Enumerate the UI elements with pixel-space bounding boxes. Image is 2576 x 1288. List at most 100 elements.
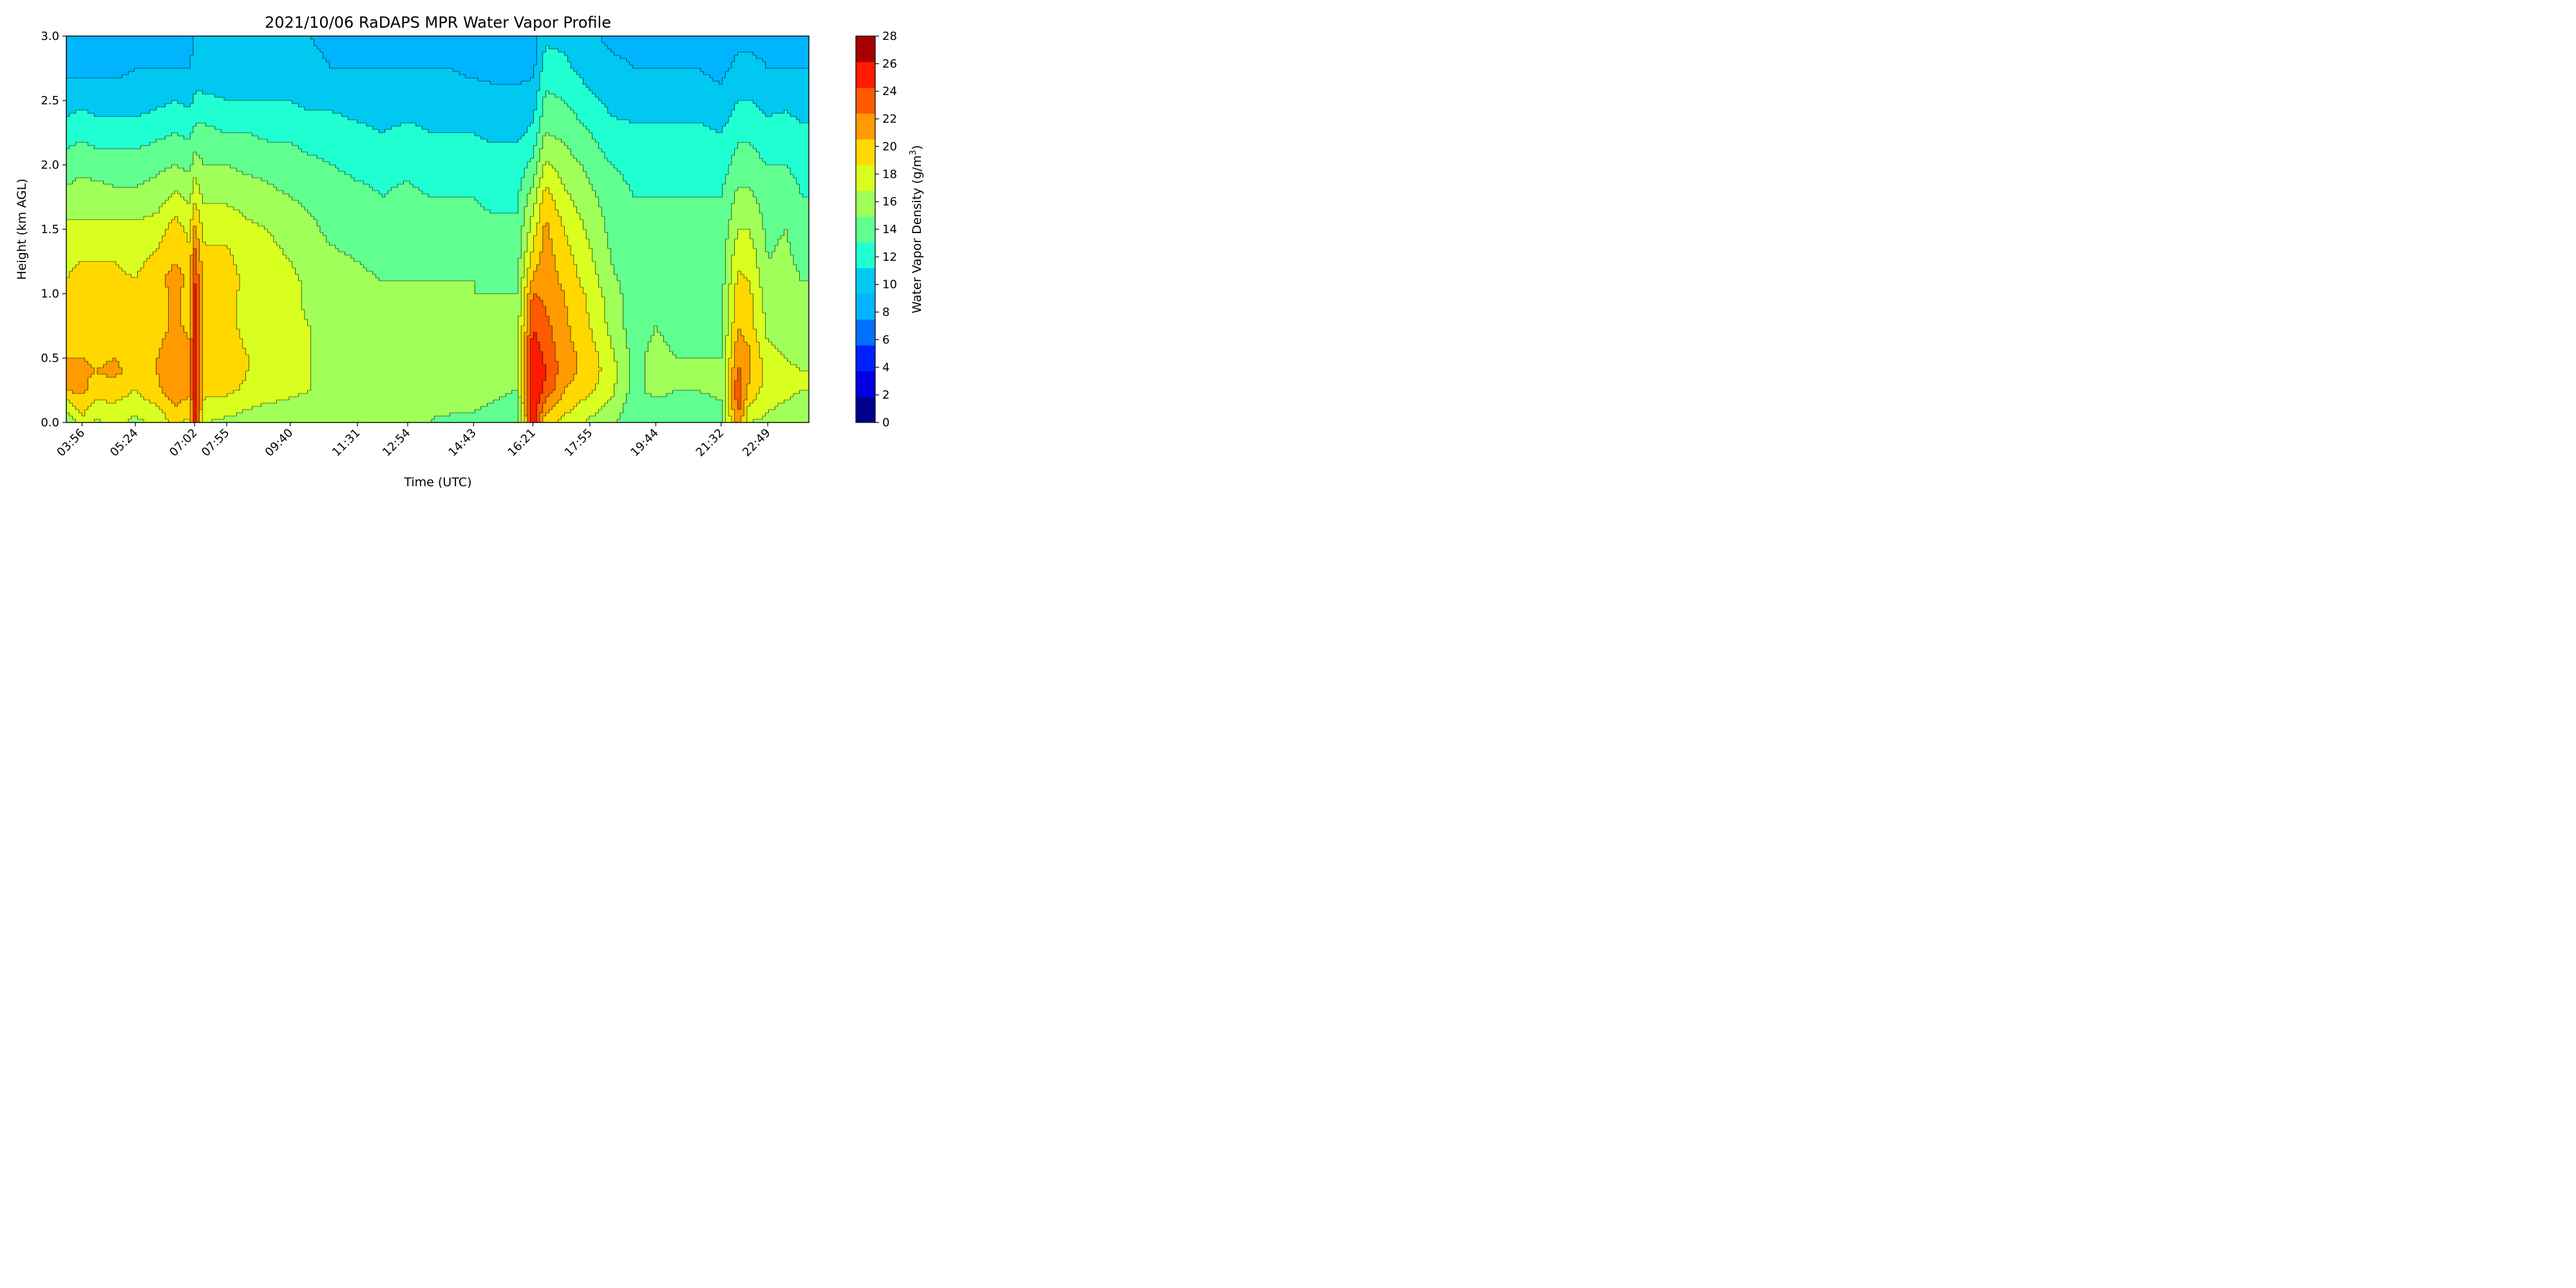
contour-cell (667, 91, 670, 95)
contour-cell (255, 65, 259, 69)
contour-cell (187, 71, 191, 75)
contour-cell (391, 43, 395, 46)
contour-cell (450, 88, 454, 91)
contour-cell (165, 59, 169, 62)
contour-cell (190, 59, 194, 62)
contour-cell (196, 81, 200, 85)
contour-cell (319, 84, 324, 88)
contour-cell (484, 84, 488, 88)
contour-cell (598, 81, 602, 85)
contour-cell (586, 97, 590, 101)
contour-cell (348, 62, 352, 66)
contour-cell (292, 39, 296, 43)
contour-cell (540, 94, 544, 98)
contour-cell (790, 65, 794, 69)
contour-cell (781, 94, 785, 98)
contour-cell (499, 91, 503, 95)
contour-cell (806, 36, 809, 40)
contour-cell (484, 100, 488, 104)
contour-cell (79, 68, 82, 72)
contour-cell (350, 91, 355, 95)
contour-cell (134, 52, 138, 56)
contour-cell (295, 52, 299, 56)
contour-cell (731, 81, 735, 85)
contour-cell (762, 46, 766, 50)
contour-cell (499, 43, 503, 46)
contour-cell (140, 52, 144, 56)
contour-cell (515, 52, 518, 56)
contour-cell (431, 94, 435, 98)
contour-cell (79, 100, 82, 104)
contour-cell (258, 43, 262, 46)
contour-cell (255, 43, 259, 46)
contour-cell (332, 97, 336, 101)
contour-cell (549, 43, 553, 46)
contour-cell (236, 55, 240, 59)
contour-cell (329, 94, 333, 98)
contour-cell (304, 52, 308, 56)
contour-cell (672, 36, 677, 40)
contour-cell (592, 46, 596, 50)
contour-cell (338, 59, 343, 62)
contour-cell (477, 88, 482, 91)
contour-cell (196, 43, 200, 46)
contour-cell (450, 62, 454, 66)
contour-cell (768, 52, 772, 56)
contour-cell (252, 100, 256, 104)
contour-cell (354, 43, 358, 46)
contour-cell (314, 97, 317, 101)
contour-cell (450, 91, 454, 95)
contour-cell (323, 100, 327, 104)
contour-cell (561, 46, 565, 50)
contour-cell (255, 55, 259, 59)
contour-cell (527, 62, 531, 66)
contour-cell (205, 65, 209, 69)
contour-cell (144, 39, 147, 43)
contour-cell (249, 75, 252, 79)
contour-cell (741, 39, 744, 43)
contour-cell (527, 100, 531, 104)
contour-cell (180, 71, 185, 75)
contour-cell (561, 36, 565, 40)
contour-cell (199, 78, 203, 82)
contour-cell (255, 97, 259, 101)
contour-cell (515, 43, 518, 46)
contour-cell (589, 39, 593, 43)
contour-cell (187, 97, 191, 101)
contour-cell (509, 81, 513, 85)
contour-cell (382, 100, 386, 104)
contour-cell (650, 91, 655, 95)
contour-cell (536, 59, 540, 62)
contour-cell (410, 39, 413, 43)
contour-cell (765, 62, 770, 66)
contour-cell (734, 46, 739, 50)
contour-cell (509, 100, 513, 104)
contour-cell (688, 46, 692, 50)
contour-cell (332, 65, 336, 69)
contour-cell (422, 97, 426, 101)
contour-cell (242, 59, 247, 62)
contour-cell (549, 65, 553, 69)
contour-cell (75, 78, 79, 82)
contour-cell (506, 52, 509, 56)
contour-cell (140, 84, 144, 88)
contour-cell (125, 81, 129, 85)
contour-cell (629, 75, 633, 79)
contour-cell (171, 84, 175, 88)
contour-cell (301, 46, 305, 50)
contour-cell (660, 100, 664, 104)
contour-cell (403, 52, 408, 56)
contour-cell (676, 71, 679, 75)
contour-cell (542, 97, 547, 101)
contour-cell (502, 39, 506, 43)
contour-cell (249, 59, 252, 62)
contour-cell (335, 88, 339, 91)
contour-cell (307, 39, 312, 43)
contour-cell (775, 91, 779, 95)
contour-cell (459, 55, 463, 59)
contour-cell (667, 59, 670, 62)
contour-cell (366, 55, 370, 59)
contour-cell (317, 81, 321, 85)
contour-cell (493, 59, 497, 62)
contour-cell (648, 62, 652, 66)
